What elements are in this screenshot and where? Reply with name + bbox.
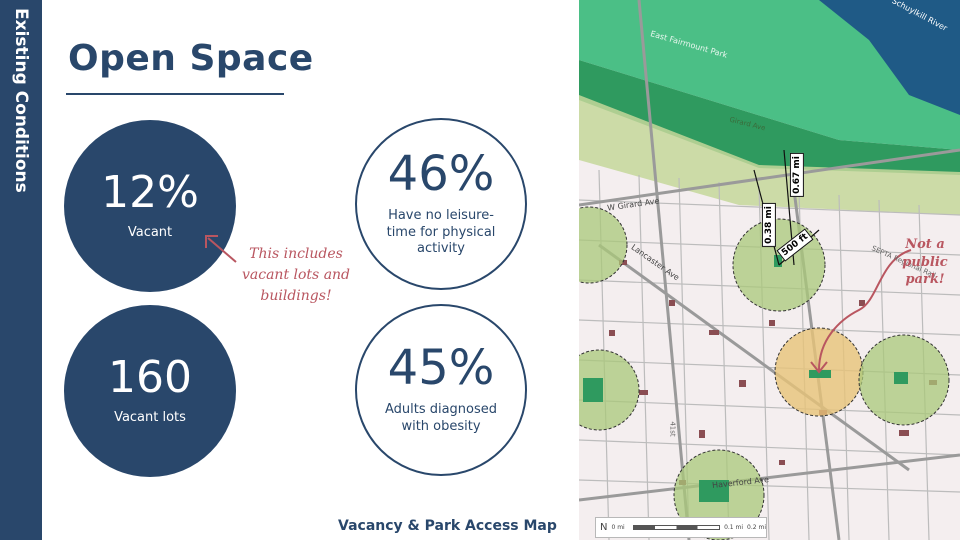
scale-label-0: 0 mi (611, 524, 625, 531)
stat-caption: Vacant (127, 224, 173, 240)
sidebar: Existing Conditions (0, 0, 42, 540)
stat-no-leisure: 46% Have no leisure-time for physical ac… (355, 118, 527, 290)
scale-bar-graphic (632, 525, 721, 530)
map-note: Not a public park! (902, 237, 948, 288)
map-caption: Vacancy & Park Access Map (338, 518, 557, 534)
stat-value: 46% (387, 145, 495, 202)
north-arrow-icon: N (600, 522, 608, 533)
stat-value: 12% (101, 166, 199, 218)
annotation-arrow-icon (205, 235, 237, 263)
measure-label-1: 0.38 mi (761, 203, 776, 247)
stat-obesity: 45% Adults diagnosed with obesity (355, 304, 527, 476)
title-underline (66, 93, 284, 95)
scale-label-2: 0.2 mi (747, 524, 766, 531)
measure-label-2: 0.67 mi (789, 153, 804, 197)
page-title: Open Space (68, 38, 314, 79)
vacancy-park-access-map: Schuylkill River East Fairmount Park W G… (579, 0, 960, 540)
scale-label-1: 0.1 mi (724, 524, 744, 531)
sidebar-label: Existing Conditions (11, 8, 31, 193)
annotation-note: This includes vacant lots and buildings! (241, 246, 351, 304)
stat-caption: Vacant lots (114, 409, 186, 425)
stat-value: 160 (108, 351, 192, 403)
stat-value: 45% (387, 340, 495, 397)
stat-vacant-lots: 160 Vacant lots (64, 305, 236, 477)
scale-bar: N 0 mi 0.1 mi 0.2 mi (595, 517, 767, 538)
stat-caption: Adults diagnosed with obesity (384, 402, 498, 434)
stat-vacant-percent: 12% Vacant (64, 120, 236, 292)
map-label-41st: 41st (668, 421, 677, 437)
stat-caption: Have no leisure-time for physical activi… (386, 207, 496, 257)
